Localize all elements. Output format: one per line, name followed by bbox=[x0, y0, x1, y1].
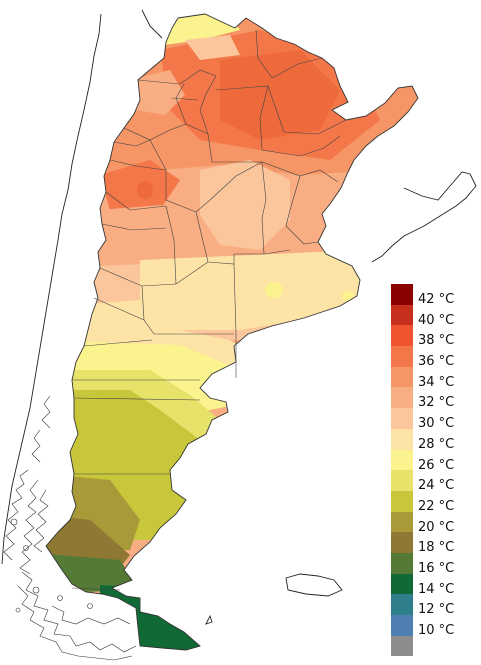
legend-label: 12 °C bbox=[418, 602, 455, 618]
legend-label: 28 °C bbox=[418, 436, 455, 452]
legend-row: 16 °C bbox=[391, 552, 463, 576]
legend-label: 34 °C bbox=[418, 374, 455, 390]
legend-swatch bbox=[391, 511, 413, 533]
legend-swatch bbox=[391, 449, 413, 471]
legend-swatch bbox=[391, 408, 413, 429]
legend-label: 10 °C bbox=[418, 623, 455, 638]
legend-row: 40 °C bbox=[391, 304, 463, 328]
chile-islands bbox=[3, 395, 137, 661]
legend-row: 34 °C bbox=[391, 366, 463, 390]
legend-swatch bbox=[391, 490, 413, 512]
legend-swatch bbox=[391, 284, 413, 305]
argentina-outline bbox=[45, 13, 419, 651]
legend-row: 18 °C bbox=[391, 532, 463, 556]
legend-row: 10 °C bbox=[391, 615, 463, 638]
legend-label: 18 °C bbox=[418, 540, 455, 556]
outer-coastline bbox=[1, 9, 477, 625]
legend-label: 26 °C bbox=[418, 457, 455, 473]
legend-row: 42 °C bbox=[391, 284, 463, 307]
legend-label: 38 °C bbox=[418, 333, 455, 349]
legend-swatch bbox=[391, 573, 413, 595]
legend-row: 32 °C bbox=[391, 387, 463, 411]
legend-swatch bbox=[391, 366, 413, 388]
temperature-legend: 42 °C 40 °C 38 °C 36 °C 34 °C 32 °C 30 °… bbox=[391, 284, 463, 657]
legend-row bbox=[391, 635, 463, 657]
legend-label: 42 °C bbox=[418, 292, 455, 307]
legend-swatch bbox=[391, 615, 413, 636]
legend-label: 20 °C bbox=[418, 519, 455, 535]
legend-label: 22 °C bbox=[418, 498, 455, 514]
legend-swatch bbox=[391, 428, 413, 450]
legend-row: 22 °C bbox=[391, 490, 463, 514]
legend-swatch bbox=[391, 346, 413, 367]
legend-row: 14 °C bbox=[391, 573, 463, 597]
legend-row: 28 °C bbox=[391, 428, 463, 452]
legend-label: 32 °C bbox=[418, 395, 455, 411]
legend-swatch bbox=[391, 532, 413, 553]
legend-row: 20 °C bbox=[391, 511, 463, 535]
legend-swatch bbox=[391, 594, 413, 615]
legend-row: 30 °C bbox=[391, 408, 463, 432]
legend-label: 40 °C bbox=[418, 312, 455, 328]
legend-label: 24 °C bbox=[418, 478, 455, 494]
legend-label: 16 °C bbox=[418, 560, 455, 576]
legend-label: 30 °C bbox=[418, 416, 455, 432]
legend-row: 36 °C bbox=[391, 346, 463, 370]
province-borders bbox=[71, 29, 347, 647]
legend-row: 38 °C bbox=[391, 325, 463, 349]
legend-row: 12 °C bbox=[391, 594, 463, 618]
legend-swatch bbox=[391, 304, 413, 326]
legend-swatch bbox=[391, 470, 413, 491]
legend-label: 36 °C bbox=[418, 354, 455, 370]
legend-swatch bbox=[391, 552, 413, 574]
legend-swatch bbox=[391, 387, 413, 409]
legend-label: 14 °C bbox=[418, 581, 455, 597]
legend-row: 26 °C bbox=[391, 449, 463, 473]
legend-swatch bbox=[391, 325, 413, 347]
legend-row: 24 °C bbox=[391, 470, 463, 494]
legend-swatch bbox=[391, 635, 413, 657]
